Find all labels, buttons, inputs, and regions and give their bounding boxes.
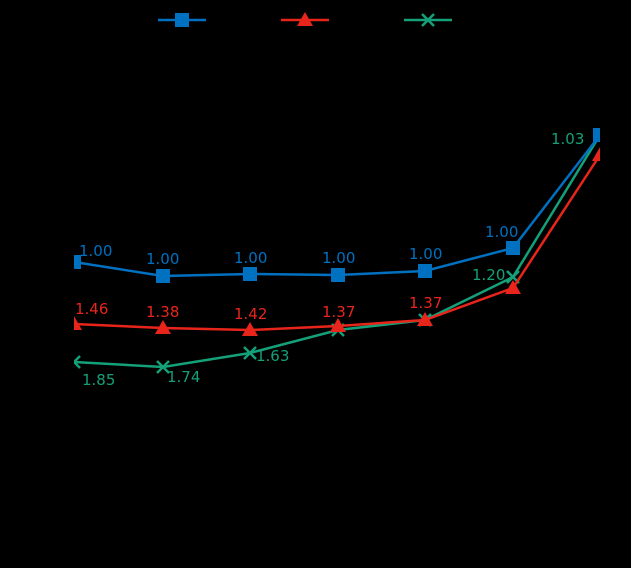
series-triangle [74,147,600,336]
data-point-square-icon [331,268,345,282]
data-label: 1.03 [551,130,584,148]
data-point-x-icon [156,360,170,374]
data-point-triangle-icon [330,318,346,332]
data-label: 1.00 [79,242,112,260]
data-label: 1.00 [409,245,442,263]
data-point-square-icon [418,264,432,278]
data-label: 1.00 [146,250,179,268]
legend-item-triangle [281,12,329,26]
data-point-square-icon [74,255,81,269]
data-point-triangle-icon [242,322,258,336]
data-label: 1.46 [75,300,108,318]
data-point-square-icon [593,128,600,142]
plot-area [74,128,600,374]
legend-square-icon [175,13,189,27]
data-label: 1.38 [146,303,179,321]
data-point-triangle-icon [417,312,433,326]
data-label: 1.00 [234,249,267,267]
data-label: 1.37 [409,294,442,312]
data-point-square-icon [243,267,257,281]
data-point-x-icon [74,355,81,369]
legend-item-x [404,13,452,27]
data-point-triangle-icon [505,280,521,294]
data-label: 1.20 [472,266,505,284]
data-point-x-icon [243,346,257,360]
data-label: 1.63 [256,347,289,365]
legend-triangle-icon [297,12,313,26]
data-label: 1.42 [234,305,267,323]
data-label: 1.37 [322,303,355,321]
data-label: 1.00 [485,223,518,241]
series-square [74,128,600,283]
legend-item-square [158,13,206,27]
data-point-triangle-icon [155,320,171,334]
legend-x-icon [421,13,435,27]
data-label: 1.74 [167,368,200,386]
data-point-square-icon [156,269,170,283]
data-point-square-icon [506,241,520,255]
data-point-triangle-icon [592,147,600,161]
data-point-triangle-icon [74,316,82,330]
data-label: 1.85 [82,371,115,389]
data-label: 1.00 [322,249,355,267]
